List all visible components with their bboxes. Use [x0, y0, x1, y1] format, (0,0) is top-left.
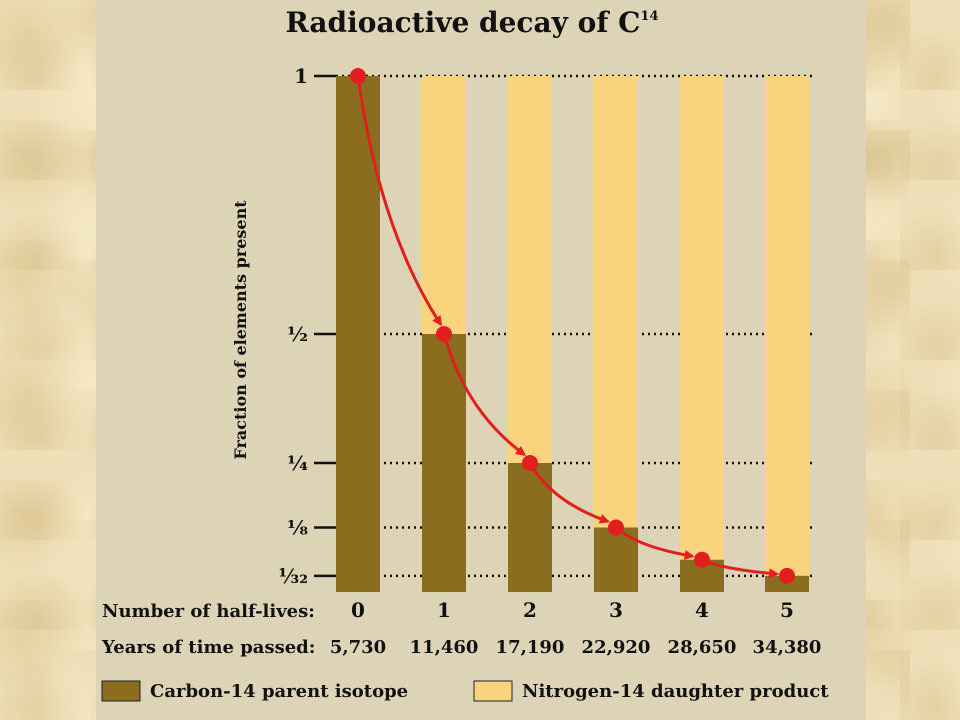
decay-point — [779, 567, 795, 584]
half-life-label: 5 — [780, 598, 794, 622]
half-life-label: 2 — [523, 598, 537, 622]
legend: Carbon-14 parent isotope Nitrogen-14 dau… — [101, 680, 829, 702]
half-life-label: 4 — [695, 598, 709, 622]
decay-chart: Radioactive decay of C14 Fraction of ele… — [101, 6, 829, 702]
chart-title: Radioactive decay of C14 — [286, 6, 659, 39]
bar-nitrogen — [422, 76, 466, 334]
half-life-label: 1 — [437, 598, 451, 622]
y-axis: 1 ½ ¼ ⅛ ¹⁄₃₂ — [278, 64, 336, 588]
decay-curve — [350, 68, 795, 584]
decay-point — [436, 326, 452, 342]
decay-point — [608, 519, 624, 536]
y-tick-label: 1 — [294, 64, 308, 88]
years-label: 34,380 — [753, 637, 822, 658]
legend-label-carbon: Carbon-14 parent isotope — [150, 681, 408, 702]
chart-title-text: Radioactive decay of C — [286, 6, 641, 39]
half-life-label: 0 — [351, 598, 365, 622]
bar-nitrogen — [594, 76, 638, 528]
decay-arrow — [528, 462, 610, 524]
decay-arrow — [442, 333, 527, 456]
y-tick-label: ½ — [287, 322, 308, 346]
years-label: 5,730 — [330, 637, 386, 658]
bar-nitrogen — [680, 76, 724, 560]
legend-swatch-nitrogen — [473, 680, 513, 702]
x-axis-labels: Number of half-lives: Years of time pass… — [101, 598, 821, 658]
legend-swatch-carbon — [101, 680, 141, 702]
half-lives-row-label: Number of half-lives: — [102, 601, 315, 622]
bar-nitrogen — [508, 76, 552, 463]
decay-point — [522, 455, 538, 471]
years-label: 22,920 — [582, 637, 651, 658]
chart-title-superscript: 14 — [640, 9, 658, 24]
decay-arrow — [356, 75, 443, 327]
decay-point — [350, 68, 366, 84]
y-tick-label: ¹⁄₃₂ — [278, 564, 308, 588]
y-axis-label: Fraction of elements present — [231, 200, 250, 460]
y-tick-label: ⅛ — [287, 516, 308, 540]
y-tick-label: ¼ — [287, 451, 308, 475]
bar-nitrogen — [765, 76, 809, 576]
bars — [336, 76, 809, 592]
years-label: 28,650 — [668, 637, 737, 658]
years-row-label: Years of time passed: — [101, 637, 315, 658]
decay-point — [694, 551, 710, 568]
chart-panel: Radioactive decay of C14 Fraction of ele… — [96, 0, 866, 720]
years-label: 11,460 — [410, 637, 479, 658]
years-label: 17,190 — [496, 637, 565, 658]
half-life-label: 3 — [609, 598, 623, 622]
legend-label-nitrogen: Nitrogen-14 daughter product — [522, 681, 829, 702]
gridlines — [336, 74, 812, 578]
bar-carbon — [765, 575, 809, 592]
